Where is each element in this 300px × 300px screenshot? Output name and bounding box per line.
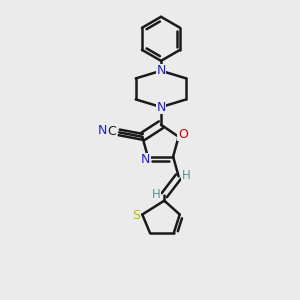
Text: H: H — [182, 169, 191, 182]
Text: N: N — [141, 153, 150, 167]
Text: C: C — [107, 125, 116, 138]
Text: H: H — [152, 188, 160, 200]
Text: S: S — [132, 209, 140, 222]
Text: N: N — [98, 124, 107, 137]
Text: N: N — [156, 100, 166, 114]
Text: N: N — [156, 64, 166, 77]
Text: O: O — [178, 128, 188, 141]
